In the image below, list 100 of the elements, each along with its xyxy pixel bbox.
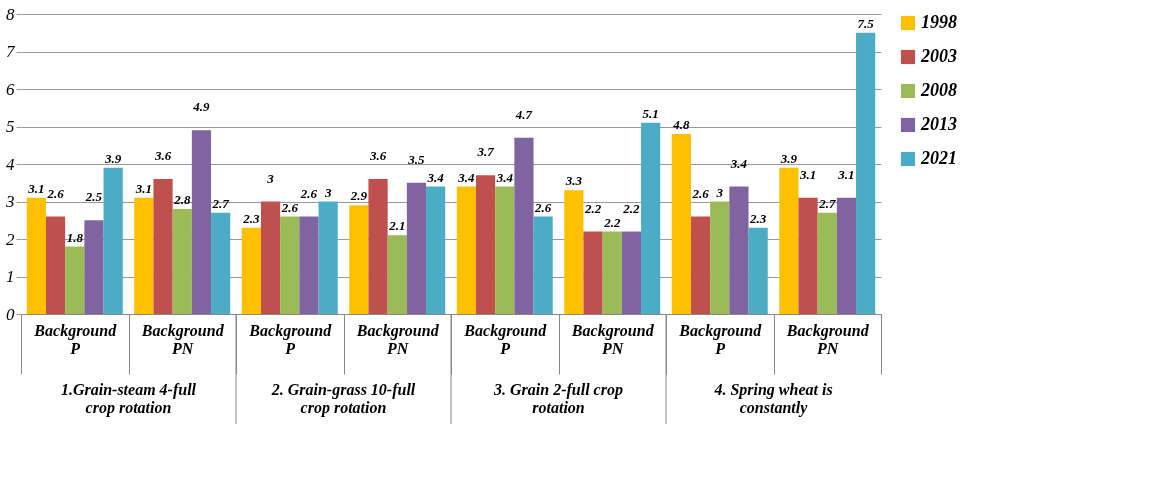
data-label: 3.4 — [495, 169, 514, 185]
bar — [153, 179, 173, 314]
x-tick-label: Background P — [463, 321, 548, 357]
data-label: 1.8 — [66, 229, 84, 245]
bar — [621, 231, 642, 314]
bar — [671, 134, 691, 314]
data-label: 3.7 — [476, 144, 495, 160]
bar — [260, 201, 281, 314]
bar — [710, 201, 730, 314]
bar — [134, 197, 154, 314]
bar — [779, 167, 799, 314]
legend-label: 1998 — [921, 12, 957, 32]
data-label: 3 — [323, 184, 332, 200]
x-tick-label: Background PN — [355, 321, 440, 357]
y-tick-label: 2 — [6, 229, 15, 249]
text: 4. Spring wheat is constantly — [713, 381, 833, 417]
data-label: 3.3 — [564, 173, 583, 189]
y-tick-label: 6 — [6, 79, 15, 99]
text: 1.Grain-steam 4-full crop rotation — [60, 381, 197, 417]
x-tick-label: Background P — [33, 321, 118, 357]
data-label: 2.2 — [583, 200, 602, 216]
data-label: 3.6 — [368, 148, 387, 163]
bar — [45, 216, 66, 314]
data-label: 3.4 — [426, 169, 445, 185]
data-label: 3.1 — [27, 180, 45, 196]
bar — [729, 186, 749, 314]
bar — [533, 216, 553, 314]
x-tick-label: Background PN — [570, 321, 655, 357]
bar — [406, 182, 427, 314]
data-label: 2.5 — [84, 189, 103, 205]
data-label: 3.6 — [153, 148, 172, 163]
data-label: 4.8 — [672, 117, 690, 132]
data-label: 3.9 — [104, 150, 122, 166]
data-label: 3.5 — [407, 151, 426, 167]
bar — [299, 216, 319, 314]
y-tick-label: 8 — [6, 4, 15, 24]
y-tick-label: 7 — [6, 42, 16, 61]
bar — [368, 179, 388, 314]
data-label: 2.7 — [211, 195, 230, 211]
x-tick-label: Background PN — [785, 321, 870, 357]
data-label: 2.6 — [46, 185, 65, 201]
data-label: 2.6 — [299, 185, 318, 201]
data-label: 2.1 — [388, 218, 406, 234]
x-tick-label: Background P — [678, 321, 763, 357]
data-label: 7.5 — [857, 15, 875, 31]
bar — [211, 212, 231, 314]
data-label: 2.6 — [534, 199, 552, 215]
data-label: 2.7 — [818, 195, 836, 211]
data-label: 2.6 — [691, 185, 710, 201]
data-label: 2.2 — [622, 200, 641, 216]
y-tick-label: 0 — [6, 304, 15, 324]
text: 2. Grain-grass 10-full crop rotation — [270, 381, 416, 417]
y-tick-label: 3 — [5, 192, 15, 211]
legend-label: 2008 — [920, 80, 957, 100]
data-label: 3.1 — [798, 166, 817, 182]
legend-label: 2021 — [920, 148, 957, 168]
bar — [103, 167, 123, 314]
bar — [172, 209, 192, 314]
bar — [349, 205, 369, 314]
data-label: 4.9 — [192, 99, 211, 115]
text: 3. Grain 2-full crop rotation — [493, 381, 623, 416]
bar — [641, 122, 661, 314]
bar — [387, 235, 407, 314]
bar — [514, 137, 534, 314]
data-label: 3 — [715, 184, 724, 200]
bar — [690, 216, 711, 314]
bar — [495, 186, 515, 314]
data-label: 3.4 — [457, 169, 475, 185]
bar — [456, 186, 476, 314]
data-label: 2.6 — [280, 199, 299, 215]
x-tick-label: Background PN — [140, 321, 225, 357]
data-label: 3.9 — [779, 150, 798, 166]
y-tick-label: 5 — [6, 117, 15, 136]
bar — [241, 227, 261, 314]
bar — [280, 216, 300, 314]
data-label: 2.3 — [749, 210, 767, 226]
bar — [602, 231, 622, 314]
legend-label: 2013 — [920, 114, 957, 134]
data-label: 3.1 — [134, 180, 152, 196]
bar — [84, 220, 104, 314]
data-label: 3 — [266, 170, 275, 186]
y-tick-label: 4 — [6, 154, 15, 174]
bar — [748, 227, 768, 314]
bar — [564, 190, 584, 314]
data-label: 5.1 — [642, 105, 659, 121]
bar — [191, 130, 212, 314]
bar — [318, 201, 338, 314]
bar — [836, 197, 857, 314]
data-label: 3.4 — [729, 155, 748, 171]
data-label: 3.1 — [837, 166, 855, 182]
legend-label: 2003 — [920, 46, 957, 66]
bar — [583, 231, 603, 314]
bar — [798, 197, 818, 314]
data-label: 4.7 — [514, 106, 533, 122]
bar — [65, 246, 85, 314]
data-label: 2.3 — [242, 210, 260, 226]
bar — [426, 186, 446, 314]
data-label: 2.9 — [349, 188, 368, 204]
data-label: 2.2 — [603, 214, 621, 230]
bar — [26, 197, 46, 314]
